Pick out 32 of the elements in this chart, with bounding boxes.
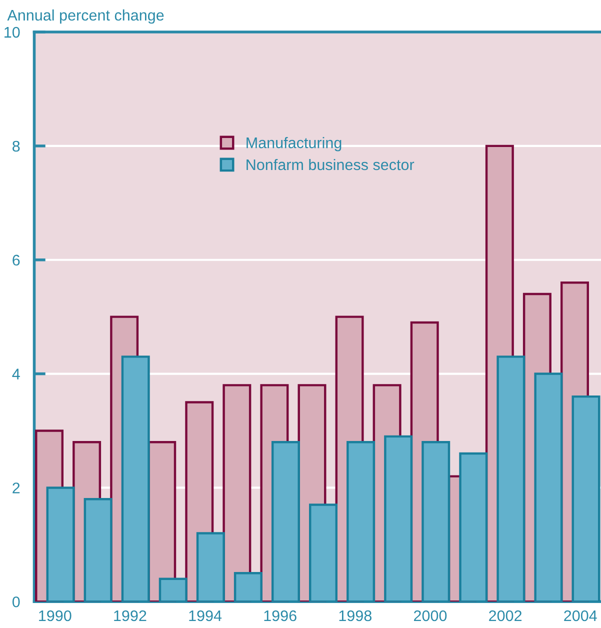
bar (158, 578, 188, 602)
bar (84, 498, 112, 602)
bar (46, 486, 75, 602)
bar (271, 441, 300, 602)
x-tick-label: 2000 (414, 610, 447, 622)
x-tick-label: 1998 (339, 610, 372, 622)
bar (572, 395, 600, 602)
y-tick-label: 0 (12, 596, 20, 608)
bar (309, 504, 338, 602)
legend-label: Nonfarm business sector (246, 158, 414, 170)
x-tick-label: 1990 (39, 610, 72, 622)
y-tick-label: 6 (12, 254, 20, 266)
bar (384, 435, 413, 602)
y-tick-label: 10 (4, 26, 20, 38)
x-tick-label: 1992 (114, 610, 146, 622)
x-tick-label: 2002 (489, 610, 522, 622)
bar (422, 441, 450, 602)
bar (534, 372, 563, 602)
x-tick-label: 1996 (264, 610, 296, 622)
y-tick-label: 4 (12, 368, 20, 380)
y-axis-title: Annual percent change (7, 9, 164, 24)
bar (346, 441, 376, 602)
bar (459, 452, 488, 602)
x-tick-label: 2004 (564, 610, 597, 622)
bar (196, 532, 225, 602)
y-tick-label: 8 (12, 140, 20, 152)
bar (234, 572, 262, 602)
bar (496, 356, 526, 602)
y-tick-label: 2 (12, 482, 20, 494)
bar (121, 356, 150, 602)
legend-label: Manufacturing (246, 136, 342, 152)
x-tick-label: 1994 (189, 610, 222, 622)
